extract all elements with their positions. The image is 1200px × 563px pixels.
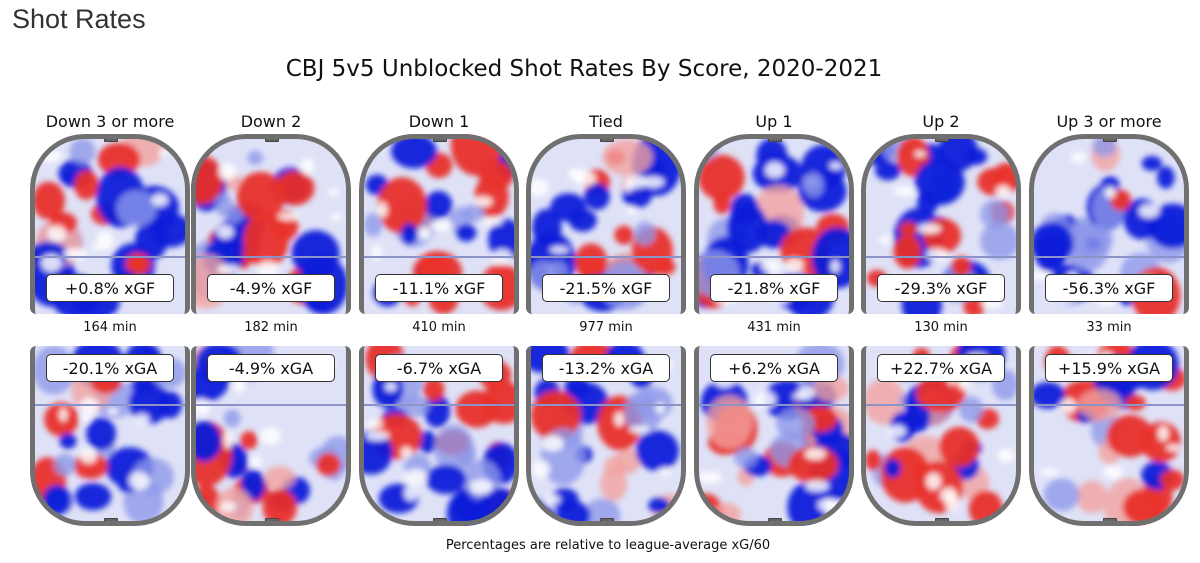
goal-marker bbox=[935, 134, 949, 142]
time-on-ice-label: 410 min bbox=[412, 320, 466, 335]
goal-marker bbox=[768, 518, 782, 526]
xgf-stat-box: +0.8% xGF bbox=[46, 274, 174, 302]
blue-line bbox=[363, 404, 515, 406]
xga-stat-box: -20.1% xGA bbox=[46, 354, 174, 382]
xga-stat-box: +6.2% xGA bbox=[710, 354, 838, 382]
xga-heatmap: +15.9% xGA bbox=[1029, 346, 1189, 526]
xga-heatmap: +22.7% xGA bbox=[861, 346, 1021, 526]
xgf-heatmap: -56.3% xGF bbox=[1029, 134, 1189, 314]
chart-title: CBJ 5v5 Unblocked Shot Rates By Score, 2… bbox=[285, 56, 883, 82]
blue-line bbox=[195, 256, 347, 258]
xgf-heatmap: -21.8% xGF bbox=[694, 134, 854, 314]
xga-stat-box: +15.9% xGA bbox=[1045, 354, 1173, 382]
goal-marker bbox=[768, 134, 782, 142]
xgf-heatmap: +0.8% xGF bbox=[30, 134, 190, 314]
xgf-stat-box: -29.3% xGF bbox=[877, 274, 1005, 302]
blue-line bbox=[530, 256, 682, 258]
goal-marker bbox=[265, 134, 279, 142]
blue-line bbox=[34, 256, 186, 258]
xga-heatmap: -20.1% xGA bbox=[30, 346, 190, 526]
xga-heatmap: -6.7% xGA bbox=[359, 346, 519, 526]
blue-line bbox=[34, 404, 186, 406]
xgf-stat-box: -4.9% xGF bbox=[207, 274, 335, 302]
score-state-label: Up 2 bbox=[922, 112, 960, 131]
time-on-ice-label: 130 min bbox=[914, 320, 968, 335]
blue-line bbox=[1033, 256, 1185, 258]
goal-marker bbox=[600, 518, 614, 526]
goal-marker bbox=[265, 518, 279, 526]
xgf-stat-box: -11.1% xGF bbox=[375, 274, 503, 302]
goal-marker bbox=[1103, 518, 1117, 526]
time-on-ice-label: 977 min bbox=[579, 320, 633, 335]
time-on-ice-label: 164 min bbox=[83, 320, 137, 335]
score-state-label: Down 2 bbox=[240, 112, 302, 131]
xgf-stat-box: -21.5% xGF bbox=[542, 274, 670, 302]
xgf-heatmap: -11.1% xGF bbox=[359, 134, 519, 314]
xga-stat-box: +22.7% xGA bbox=[877, 354, 1005, 382]
goal-marker bbox=[104, 518, 118, 526]
xga-heatmap: -4.9% xGA bbox=[191, 346, 351, 526]
time-on-ice-label: 182 min bbox=[244, 320, 298, 335]
score-state-label: Up 1 bbox=[755, 112, 793, 131]
goal-marker bbox=[433, 134, 447, 142]
score-state-label: Down 1 bbox=[408, 112, 470, 131]
blue-line bbox=[865, 256, 1017, 258]
xga-stat-box: -13.2% xGA bbox=[542, 354, 670, 382]
goal-marker bbox=[935, 518, 949, 526]
footnote: Percentages are relative to league-avera… bbox=[445, 538, 771, 553]
xgf-heatmap: -21.5% xGF bbox=[526, 134, 686, 314]
blue-line bbox=[698, 256, 850, 258]
xga-heatmap: +6.2% xGA bbox=[694, 346, 854, 526]
xga-stat-box: -6.7% xGA bbox=[375, 354, 503, 382]
time-on-ice-label: 431 min bbox=[747, 320, 801, 335]
goal-marker bbox=[600, 134, 614, 142]
goal-marker bbox=[433, 518, 447, 526]
xgf-stat-box: -21.8% xGF bbox=[710, 274, 838, 302]
score-state-label: Tied bbox=[589, 112, 623, 131]
blue-line bbox=[195, 404, 347, 406]
xgf-heatmap: -29.3% xGF bbox=[861, 134, 1021, 314]
xgf-heatmap: -4.9% xGF bbox=[191, 134, 351, 314]
blue-line bbox=[530, 404, 682, 406]
blue-line bbox=[698, 404, 850, 406]
time-on-ice-label: 33 min bbox=[1086, 320, 1132, 335]
blue-line bbox=[865, 404, 1017, 406]
blue-line bbox=[1033, 404, 1185, 406]
xga-heatmap: -13.2% xGA bbox=[526, 346, 686, 526]
goal-marker bbox=[104, 134, 118, 142]
page-heading: Shot Rates bbox=[12, 4, 146, 34]
score-state-label: Up 3 or more bbox=[1056, 112, 1162, 131]
xga-stat-box: -4.9% xGA bbox=[207, 354, 335, 382]
goal-marker bbox=[1103, 134, 1117, 142]
score-state-label: Down 3 or more bbox=[45, 112, 175, 131]
xgf-stat-box: -56.3% xGF bbox=[1045, 274, 1173, 302]
blue-line bbox=[363, 256, 515, 258]
